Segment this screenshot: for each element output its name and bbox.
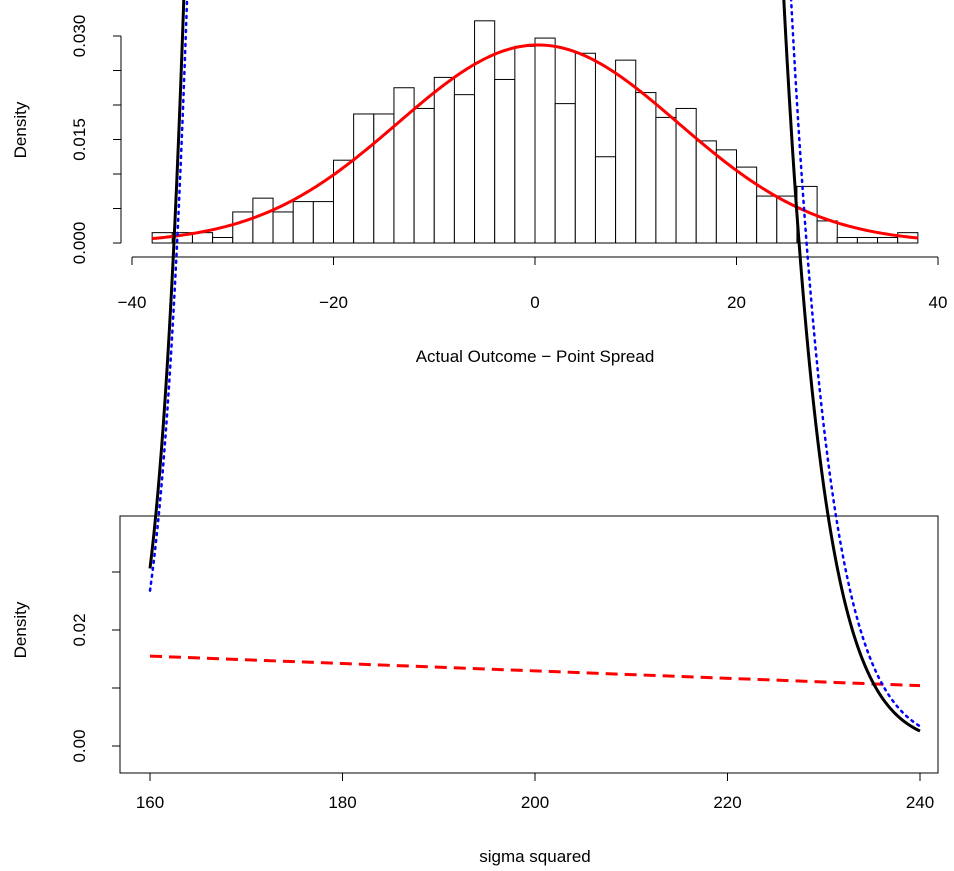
histogram-bar — [292, 201, 314, 244]
histogram-bar — [615, 59, 637, 244]
y-axis-title: Density — [11, 601, 30, 658]
histogram-bar — [494, 78, 516, 244]
red-dashed-line — [149, 654, 921, 688]
histogram-bar — [453, 94, 476, 244]
histogram-bar — [816, 220, 838, 244]
histogram-bar — [252, 197, 274, 244]
y-axis-title: Density — [11, 101, 30, 158]
x-tick-label: −40 — [118, 293, 147, 312]
histogram-bar — [635, 92, 657, 244]
histogram-bar — [655, 116, 677, 244]
y-tick-label: 0.030 — [70, 15, 89, 58]
x-tick-label: 20 — [727, 293, 746, 312]
histogram-bar — [554, 103, 576, 244]
x-axis-title: Actual Outcome − Point Spread — [416, 347, 655, 366]
histogram-bar — [836, 236, 858, 244]
histogram-bar — [272, 211, 294, 244]
histogram-bar — [433, 76, 455, 244]
x-tick-label: 180 — [328, 793, 356, 812]
histogram-bar — [312, 201, 335, 244]
y-tick-label: 0.00 — [70, 729, 89, 762]
histogram-bar — [856, 236, 879, 244]
x-tick-label: 200 — [521, 793, 549, 812]
x-axis-ticks: −40 −20 0 20 40 — [118, 257, 948, 312]
histogram-bar — [514, 45, 536, 244]
x-axis-title: sigma squared — [479, 847, 591, 866]
histogram-bar — [877, 236, 899, 244]
histogram-bar — [594, 156, 617, 244]
histogram-bar — [574, 52, 596, 244]
x-axis-ticks: 160 180 200 220 240 — [136, 773, 934, 812]
x-tick-label: 220 — [713, 793, 741, 812]
normal-density-curve — [152, 43, 919, 241]
y-axis-ticks: 0.00 0.02 — [70, 571, 120, 763]
histogram-bar — [353, 113, 375, 244]
x-tick-label: 160 — [136, 793, 164, 812]
histogram-bar — [695, 140, 717, 244]
histogram-bar — [413, 107, 435, 244]
y-axis-ticks: 0.000 0.015 0.030 — [70, 15, 121, 265]
x-tick-label: −20 — [319, 293, 348, 312]
y-tick-label: 0.000 — [70, 222, 89, 265]
density-panel: 160 180 200 220 240 0.000.02 sigma squared D… — [11, 0, 939, 866]
x-tick-label: 40 — [929, 293, 948, 312]
black-solid-curve — [148, 0, 921, 733]
plot-frame — [119, 515, 939, 774]
histogram-bar — [534, 37, 556, 244]
histogram-bar — [756, 195, 778, 244]
histogram-bar — [232, 211, 254, 244]
y-tick-label: 0.02 — [70, 613, 89, 646]
histogram-panel: −40 −20 0 20 40 0.000 0.015 0.030 Actual Outco… — [11, 15, 947, 366]
histogram-bars — [151, 20, 919, 244]
y-tick-label: 0.015 — [70, 118, 89, 161]
x-tick-label: 0 — [530, 293, 539, 312]
histogram-bar — [212, 236, 234, 244]
x-tick-label: 240 — [906, 793, 934, 812]
